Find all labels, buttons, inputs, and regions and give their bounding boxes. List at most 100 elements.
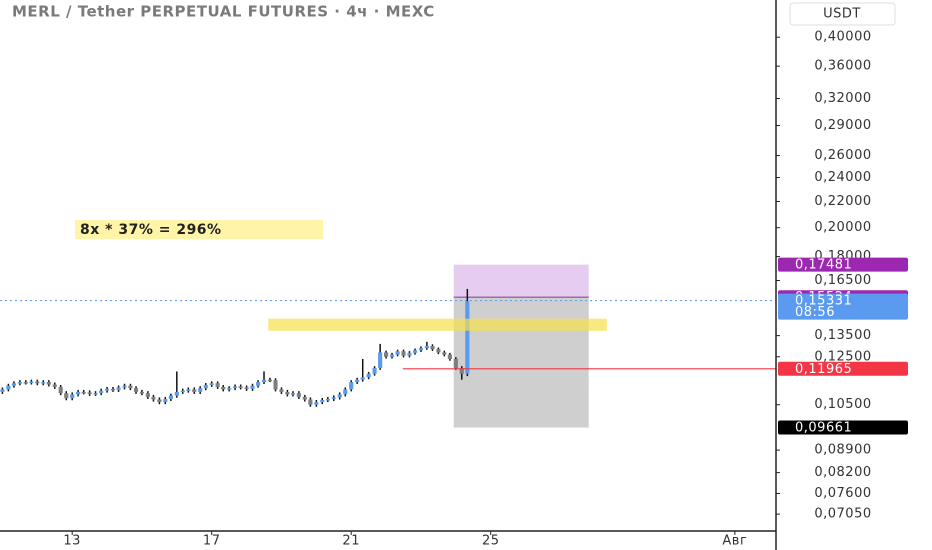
candle-body [215, 383, 220, 387]
candle-body [46, 382, 51, 385]
candle-body [296, 393, 301, 397]
plot-area [0, 264, 776, 428]
highlight-zone [268, 318, 607, 331]
candle-body [116, 387, 121, 390]
candle-body [180, 390, 185, 393]
candle-body [227, 388, 232, 390]
candle-body [17, 382, 22, 384]
y-tick-label: 0,24000 [814, 170, 871, 185]
candle-body [244, 387, 249, 389]
candle-body [174, 391, 179, 396]
candle-body [232, 386, 238, 389]
unit-label: USDT [823, 7, 861, 22]
candle-body [128, 385, 133, 389]
candle-body [0, 389, 5, 392]
candle-body [93, 393, 98, 395]
candle-body [6, 385, 11, 390]
candle-body [238, 386, 243, 388]
y-tick-label: 0,16500 [814, 273, 871, 288]
x-tick-label: 17 [203, 534, 221, 549]
price-axis: 0,40000 0,36000 0,32000 0,29000 0,26000 0,240… [63, 30, 908, 549]
price-badge [778, 420, 908, 435]
candle-body [308, 399, 313, 405]
y-tick-label: 0,08200 [814, 465, 871, 480]
candle-body [168, 395, 173, 399]
candle-body [11, 383, 17, 386]
candle-body [23, 382, 28, 384]
candle-body [337, 394, 342, 398]
candle-body [349, 382, 354, 390]
price-badge-label: 0,15331 [795, 294, 852, 309]
y-tick-label: 0,13500 [814, 328, 871, 343]
candle-body [447, 354, 452, 359]
chart-title: MERL / Tether PERPETUAL FUTURES · 4ч · M… [12, 3, 435, 21]
candle-body [412, 350, 418, 353]
y-tick-label: 0,22000 [814, 194, 871, 209]
candle-body [87, 392, 92, 394]
x-tick-label: 13 [63, 534, 81, 549]
candle-body [110, 388, 116, 391]
candle-body [151, 396, 156, 400]
candle-body [122, 385, 127, 388]
candle-body [355, 379, 360, 383]
candle-body [442, 352, 447, 355]
candle-body [35, 381, 40, 384]
candle-body [285, 391, 290, 395]
candle-body [76, 391, 81, 395]
candle-body [29, 381, 34, 384]
candle-body [163, 398, 168, 403]
unit-box[interactable] [789, 2, 896, 26]
y-tick-label: 0,20000 [814, 220, 871, 235]
y-tick-label: 0,12500 [814, 349, 871, 364]
candle-body [372, 367, 377, 374]
candle-body [203, 384, 208, 389]
price-badge [778, 293, 908, 320]
candle-body [325, 398, 330, 401]
candle-body [430, 345, 435, 350]
candle-body [331, 397, 336, 399]
candle-body [378, 352, 383, 368]
candle-body [343, 389, 348, 395]
price-badge-label: 0,11965 [795, 362, 852, 377]
y-tick-label: 0,07050 [814, 507, 871, 522]
y-tick-label: 0,10500 [814, 397, 871, 412]
candle-body [279, 389, 284, 392]
candle-body [401, 351, 406, 356]
y-tick-label: 0,26000 [814, 148, 871, 163]
candle-body [290, 393, 296, 395]
candle-body [145, 393, 150, 397]
x-tick-label: 21 [342, 534, 360, 549]
annotation-bg [75, 220, 323, 239]
price-axis-bg [776, 0, 932, 550]
candle-body [366, 373, 371, 378]
candle-body [186, 389, 191, 391]
candle-body [81, 391, 86, 394]
candle-body [424, 345, 429, 349]
candle-body [58, 386, 63, 394]
candle-body [99, 390, 104, 394]
candle-body [209, 383, 214, 385]
candle-body [64, 393, 69, 399]
candle-body [302, 396, 307, 400]
candle-body [320, 400, 325, 403]
candle-body [459, 367, 464, 374]
candle-body [389, 354, 395, 357]
candle-body [256, 382, 261, 386]
price-badge-countdown: 08:56 [795, 305, 835, 320]
candle-body [395, 351, 400, 355]
candle-body [104, 388, 110, 391]
price-badge-label: 0,09661 [795, 421, 852, 436]
x-tick-label: Авг [722, 534, 747, 549]
y-tick-label: 0,32000 [814, 91, 871, 106]
candle-body [52, 384, 57, 387]
candle-body [453, 358, 458, 368]
y-tick-label: 0,29000 [814, 118, 871, 133]
price-badge [778, 361, 908, 376]
candle-body [314, 402, 319, 405]
price-badge-label: 0,17481 [795, 258, 852, 273]
annotation: 8x * 37% = 296% [80, 222, 222, 238]
candle-body [360, 377, 365, 380]
candle-body [418, 348, 424, 351]
candle-body [157, 399, 162, 403]
